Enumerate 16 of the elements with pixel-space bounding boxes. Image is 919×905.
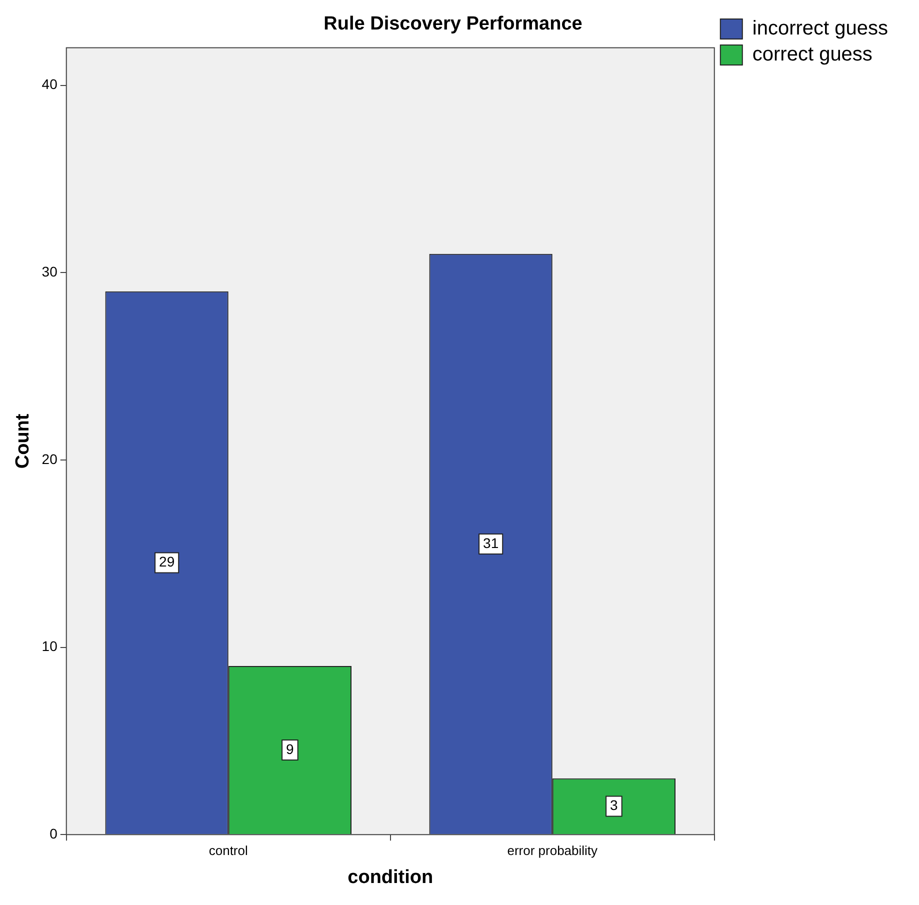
x-axis-title: condition	[348, 866, 434, 888]
legend-label: correct guess	[752, 44, 872, 66]
legend-label: incorrect guess	[752, 18, 888, 40]
y-tick-label: 40	[42, 76, 58, 92]
y-tick-label: 10	[42, 638, 58, 654]
y-tick-label: 0	[50, 825, 58, 842]
data-label: 31	[483, 534, 499, 551]
y-axis-title: Count	[12, 413, 34, 469]
x-tick-label: error probability	[507, 842, 598, 858]
data-label: 9	[286, 740, 294, 757]
chart-title: Rule Discovery Performance	[324, 14, 582, 35]
y-tick-label: 30	[42, 263, 58, 280]
y-tick-label: 20	[42, 450, 58, 467]
data-label: 29	[159, 554, 175, 570]
x-tick-label: control	[208, 842, 248, 858]
data-label: 3	[610, 797, 618, 814]
